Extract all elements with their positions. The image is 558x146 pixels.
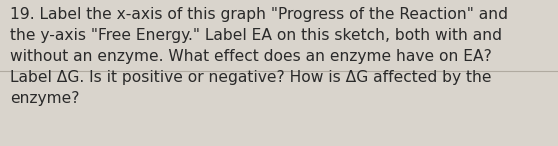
Text: 19. Label the x-axis of this graph "Progress of the Reaction" and
the y-axis "Fr: 19. Label the x-axis of this graph "Prog…: [10, 7, 508, 106]
